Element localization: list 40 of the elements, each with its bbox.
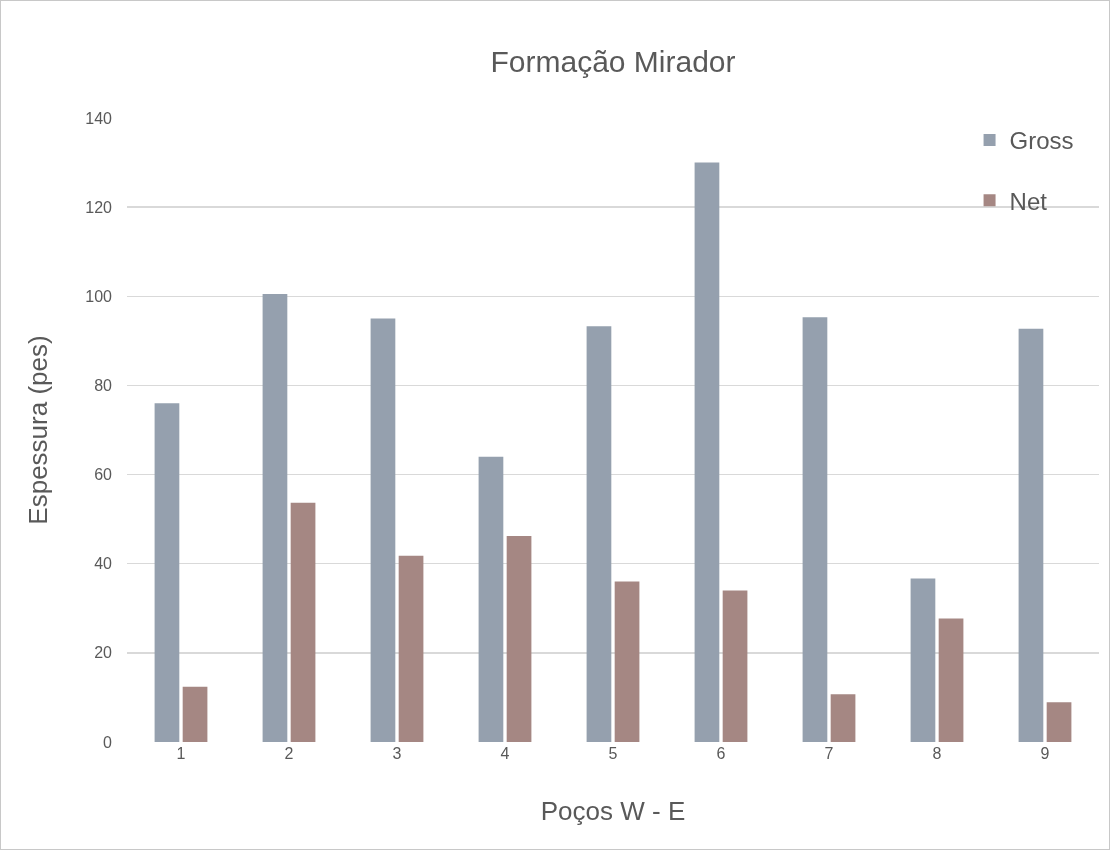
bar bbox=[1046, 702, 1072, 742]
x-tick-label: 3 bbox=[392, 745, 402, 762]
y-tick-label: 60 bbox=[94, 466, 113, 484]
bar bbox=[938, 618, 964, 742]
bar bbox=[506, 536, 532, 742]
bar bbox=[262, 294, 288, 742]
bar bbox=[722, 590, 748, 742]
x-axis-title: Poços W - E bbox=[540, 795, 686, 826]
bar bbox=[586, 326, 612, 742]
bar bbox=[290, 502, 316, 742]
y-tick-label: 140 bbox=[85, 109, 113, 127]
bar bbox=[370, 318, 396, 742]
x-tick-label: 7 bbox=[824, 745, 834, 762]
x-tick-label: 4 bbox=[500, 745, 510, 762]
bar bbox=[614, 581, 640, 742]
bar bbox=[802, 317, 828, 742]
y-tick-label: 100 bbox=[85, 287, 113, 305]
bar bbox=[694, 162, 720, 742]
bar bbox=[830, 694, 856, 742]
y-tick-label: 0 bbox=[103, 733, 113, 751]
legend-label: Net bbox=[1009, 187, 1048, 215]
bar bbox=[1018, 328, 1044, 742]
bar bbox=[478, 456, 504, 742]
y-axis-title: Espessura (pes) bbox=[22, 335, 53, 525]
legend-label: Gross bbox=[1009, 127, 1074, 155]
x-tick-label: 6 bbox=[716, 745, 726, 762]
x-tick-label: 8 bbox=[932, 745, 942, 762]
x-tick-label: 5 bbox=[608, 745, 618, 762]
y-tick-label: 40 bbox=[94, 555, 113, 573]
chart-title: Formação Mirador bbox=[490, 44, 736, 78]
y-tick-label: 20 bbox=[94, 644, 113, 662]
bar bbox=[154, 403, 180, 742]
bar bbox=[398, 555, 424, 742]
bar bbox=[182, 686, 208, 742]
x-tick-label: 9 bbox=[1040, 745, 1050, 762]
bar bbox=[910, 578, 936, 742]
x-tick-label: 2 bbox=[284, 745, 294, 762]
x-tick-label: 1 bbox=[176, 745, 186, 762]
y-tick-label: 120 bbox=[85, 198, 113, 216]
y-tick-label: 80 bbox=[94, 377, 113, 395]
